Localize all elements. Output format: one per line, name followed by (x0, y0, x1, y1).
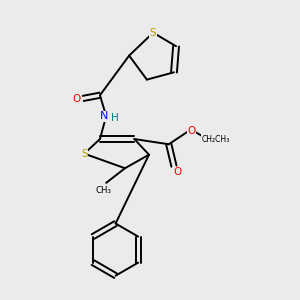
Text: S: S (81, 149, 88, 159)
Text: CH₃: CH₃ (95, 186, 111, 195)
Text: O: O (73, 94, 81, 104)
Text: O: O (173, 167, 181, 177)
Text: H: H (111, 113, 119, 123)
Text: S: S (150, 28, 156, 38)
Text: O: O (188, 126, 196, 136)
Text: N: N (100, 111, 108, 121)
Text: CH₂CH₃: CH₂CH₃ (202, 134, 230, 143)
